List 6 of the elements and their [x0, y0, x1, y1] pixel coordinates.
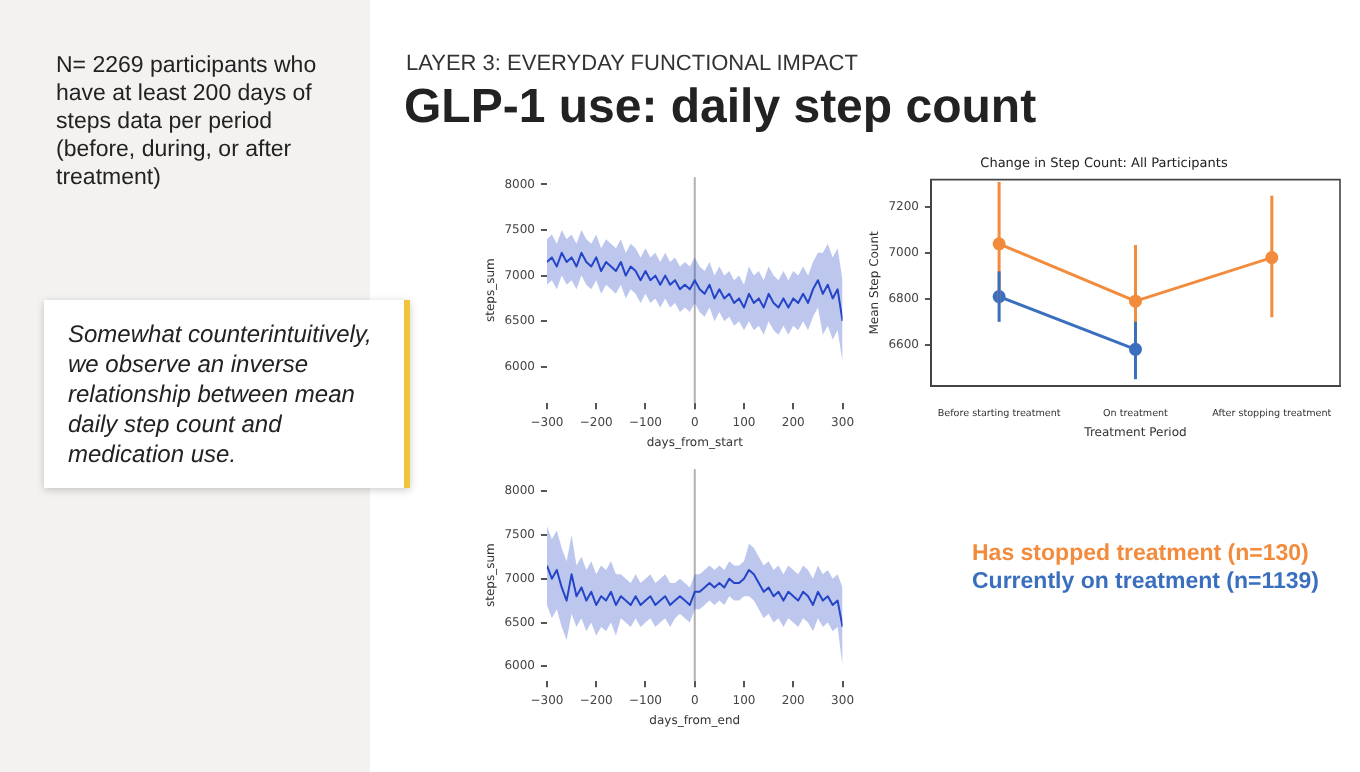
text: Somewhat counterintuitively, we observe an inverse relationship between mean daily step count and medication use. [44, 300, 410, 488]
text: Has stopped treatment (n=130) [972, 540, 1311, 568]
text: Currently on treatment (n=1139) [972, 568, 1320, 596]
text: GLP-1 use: daily step count [404, 80, 1037, 136]
text: N= 2269 participants who have at least 200 days of steps data per period (before, during, or after treatment) [56, 52, 319, 192]
text: LAYER 3: EVERYDAY FUNCTIONAL IMPACT [406, 52, 858, 76]
